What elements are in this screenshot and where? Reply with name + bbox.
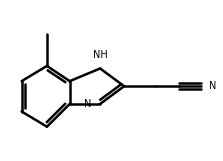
Text: NH: NH xyxy=(93,50,107,60)
Text: N: N xyxy=(84,99,91,109)
Text: N: N xyxy=(209,81,216,91)
